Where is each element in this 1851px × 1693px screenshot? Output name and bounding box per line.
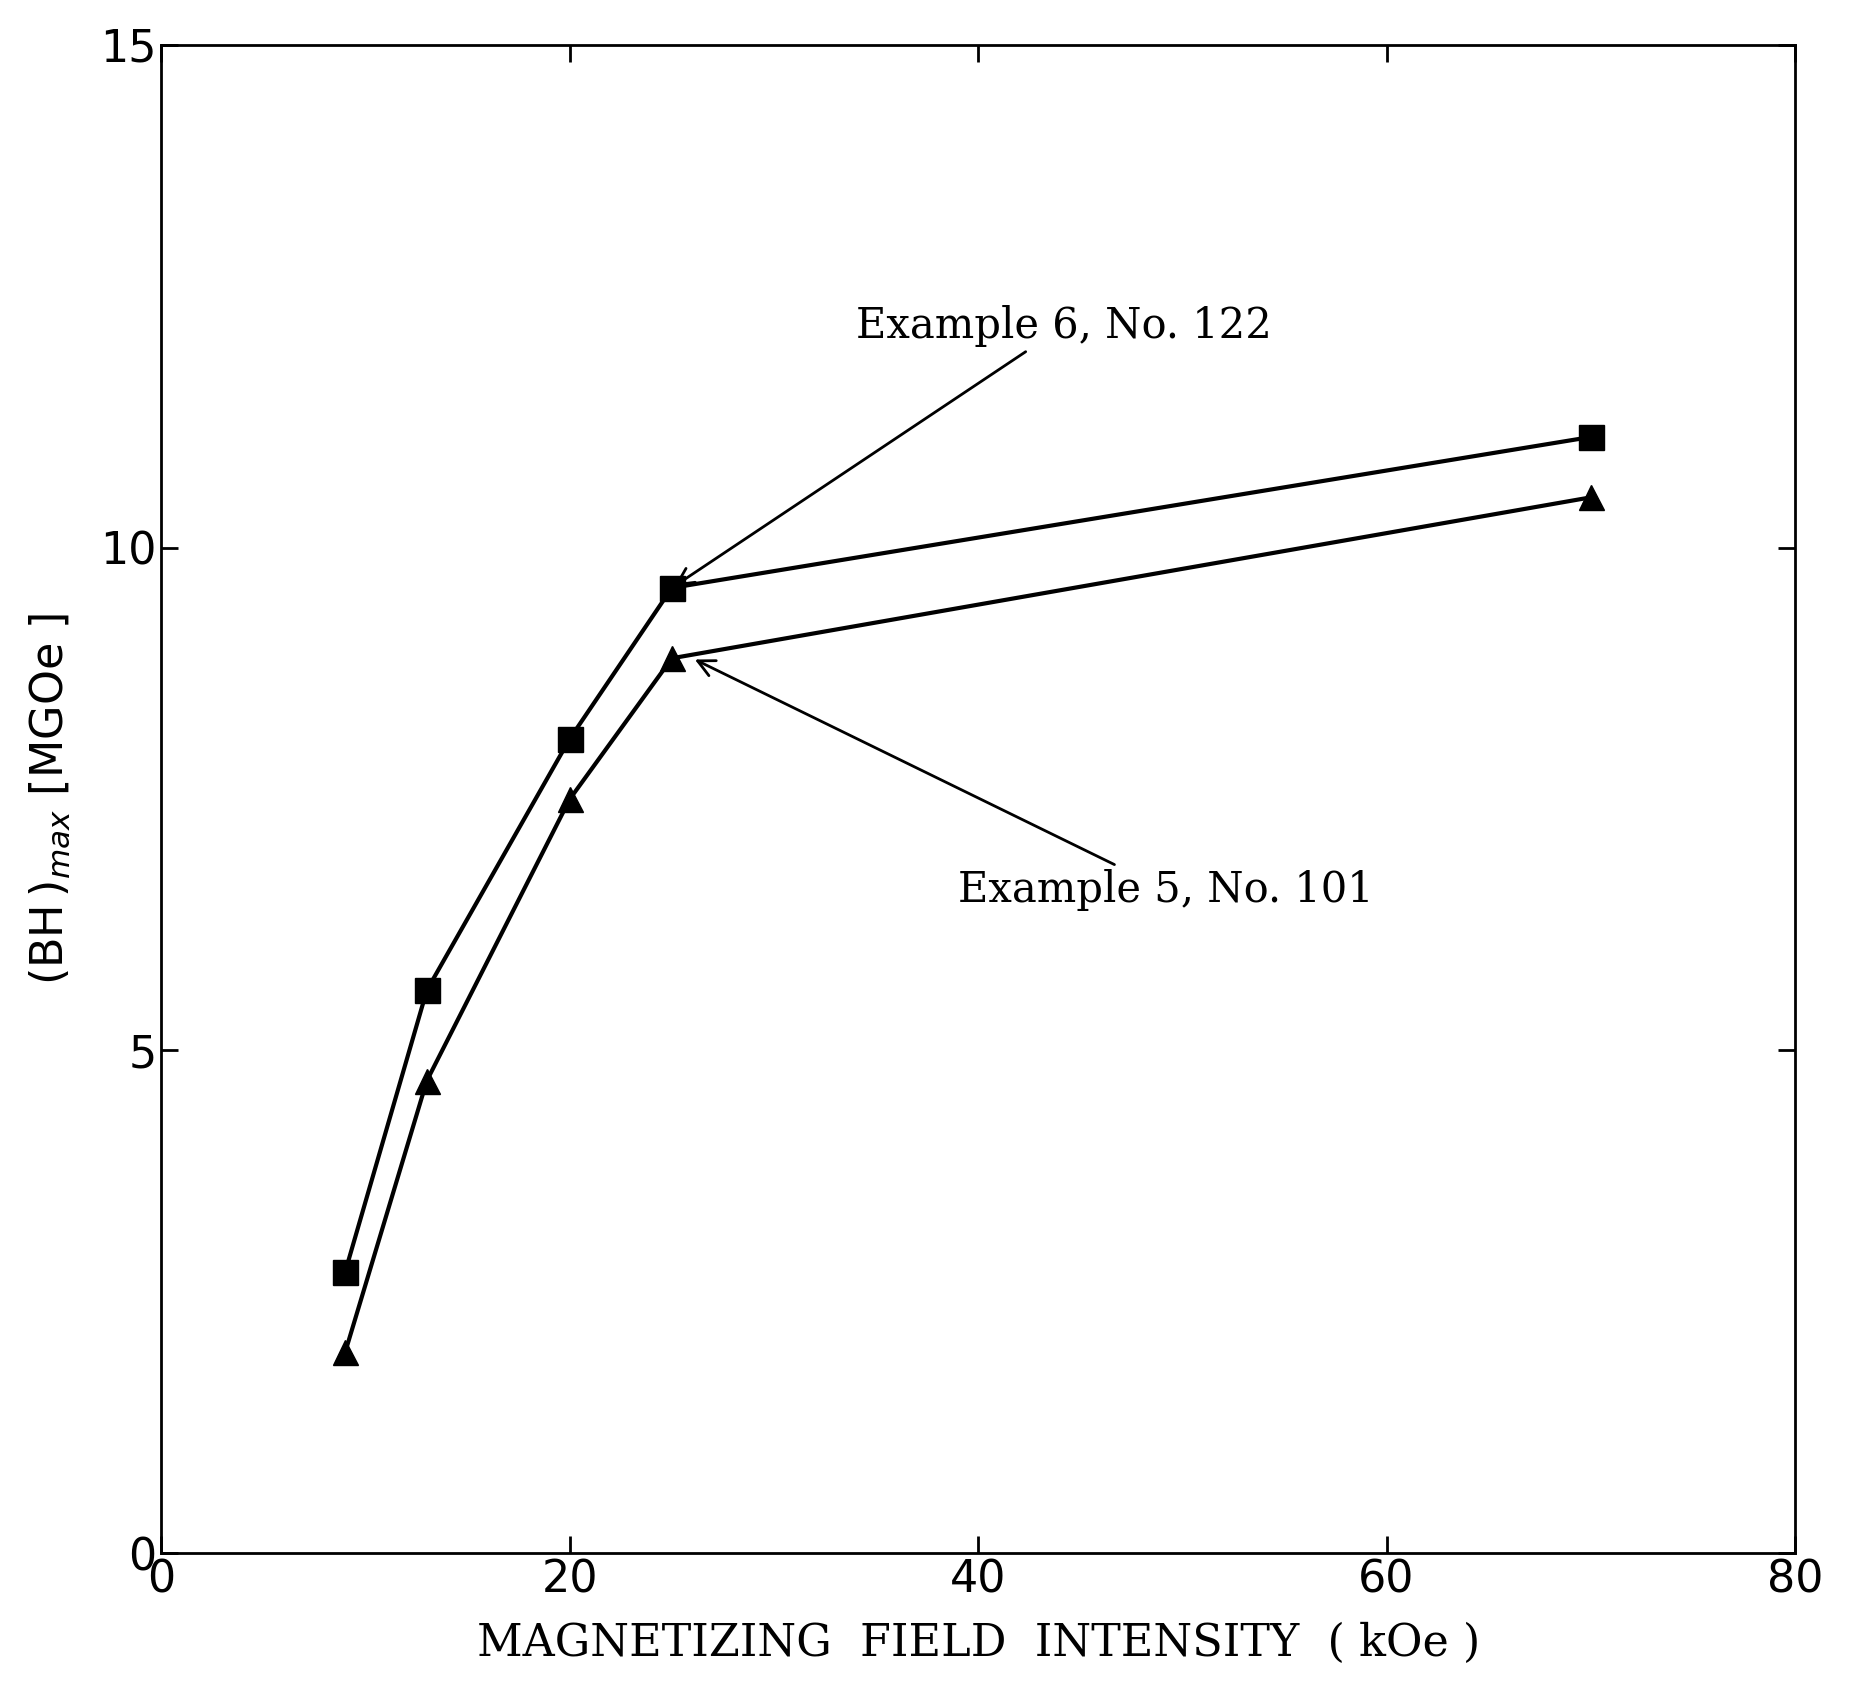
Y-axis label: $\mathrm{( BH\, )}_{\mathit{max}}\mathrm{\ [ MGOe \ ]}$: $\mathrm{( BH\, )}_{\mathit{max}}\mathrm… (28, 613, 72, 985)
Text: Example 6, No. 122: Example 6, No. 122 (677, 305, 1272, 584)
Text: Example 5, No. 101: Example 5, No. 101 (698, 660, 1373, 911)
X-axis label: MAGNETIZING  FIELD  INTENSITY  ( kOe ): MAGNETIZING FIELD INTENSITY ( kOe ) (476, 1622, 1479, 1666)
